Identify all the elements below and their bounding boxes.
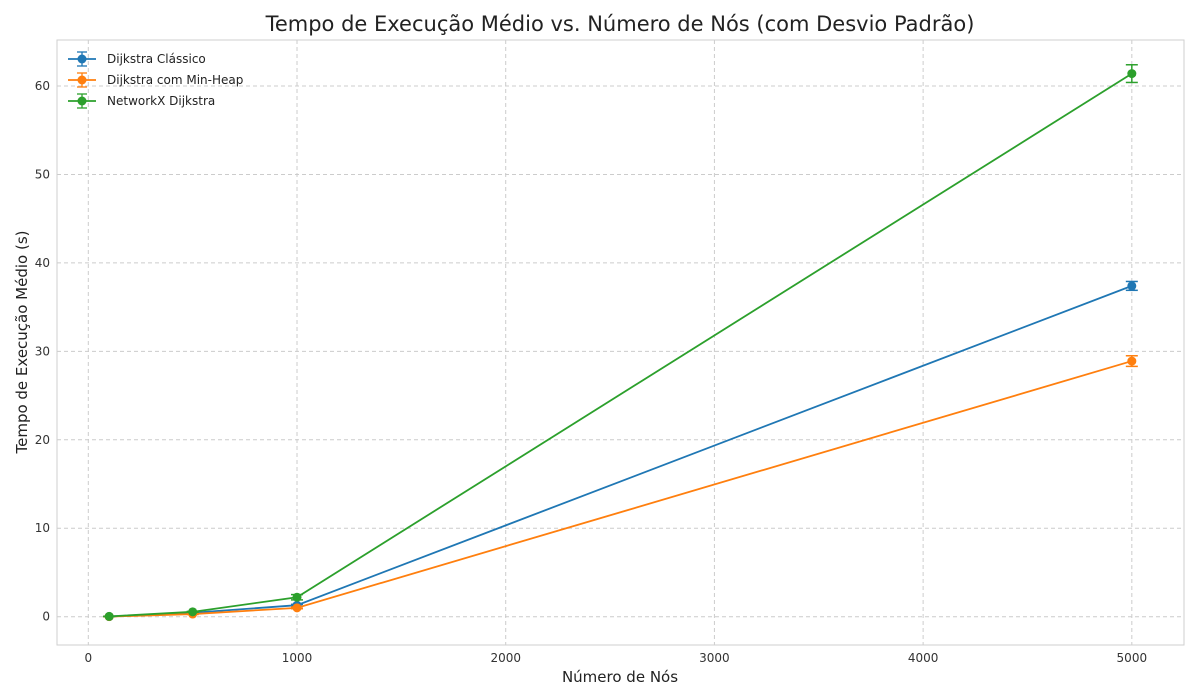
legend-item: Dijkstra com Min-Heap [68, 72, 243, 88]
legend-label: NetworkX Dijkstra [107, 94, 215, 108]
legend-item: Dijkstra Clássico [68, 51, 206, 67]
data-point [292, 603, 302, 613]
chart-title: Tempo de Execução Médio vs. Número de Nó… [265, 12, 975, 36]
x-tick-label: 1000 [282, 651, 313, 665]
legend-label: Dijkstra Clássico [107, 52, 206, 66]
y-tick-label: 60 [35, 79, 50, 93]
legend-label: Dijkstra com Min-Heap [107, 73, 243, 87]
legend-marker [77, 75, 87, 85]
legend-item: NetworkX Dijkstra [68, 93, 215, 109]
data-point [1127, 281, 1137, 291]
y-tick-label: 40 [35, 256, 50, 270]
y-tick-label: 0 [42, 610, 50, 624]
grid [57, 40, 1184, 645]
legend: Dijkstra Clássico Dijkstra com Min-Heap Ne… [68, 51, 243, 109]
y-axis-ticks: 0 10 20 30 40 50 60 [35, 79, 50, 624]
data-point [292, 592, 302, 602]
x-tick-label: 0 [84, 651, 92, 665]
x-axis-ticks: 0 1000 2000 3000 4000 5000 [84, 651, 1147, 665]
x-tick-label: 4000 [908, 651, 939, 665]
data-point [1127, 69, 1137, 79]
plot-frame [56, 39, 1185, 646]
x-tick-label: 2000 [490, 651, 521, 665]
x-tick-label: 5000 [1117, 651, 1148, 665]
series-line [109, 360, 1133, 618]
series-layer [103, 64, 1138, 622]
y-tick-label: 30 [35, 344, 50, 358]
y-tick-label: 50 [35, 167, 50, 181]
legend-marker [77, 54, 87, 64]
data-point [188, 607, 198, 617]
x-axis-title: Número de Nós [562, 668, 678, 686]
y-axis-title: Tempo de Execução Médio (s) [13, 230, 31, 454]
series-line [109, 72, 1133, 618]
x-tick-label: 3000 [699, 651, 730, 665]
y-tick-label: 10 [35, 521, 50, 535]
data-point [104, 611, 114, 621]
y-tick-label: 20 [35, 433, 50, 447]
legend-marker [77, 96, 87, 106]
data-point [1127, 356, 1137, 366]
series-3 [103, 64, 1138, 621]
